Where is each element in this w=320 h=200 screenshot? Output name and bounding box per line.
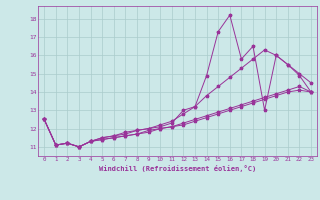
X-axis label: Windchill (Refroidissement éolien,°C): Windchill (Refroidissement éolien,°C) xyxy=(99,165,256,172)
